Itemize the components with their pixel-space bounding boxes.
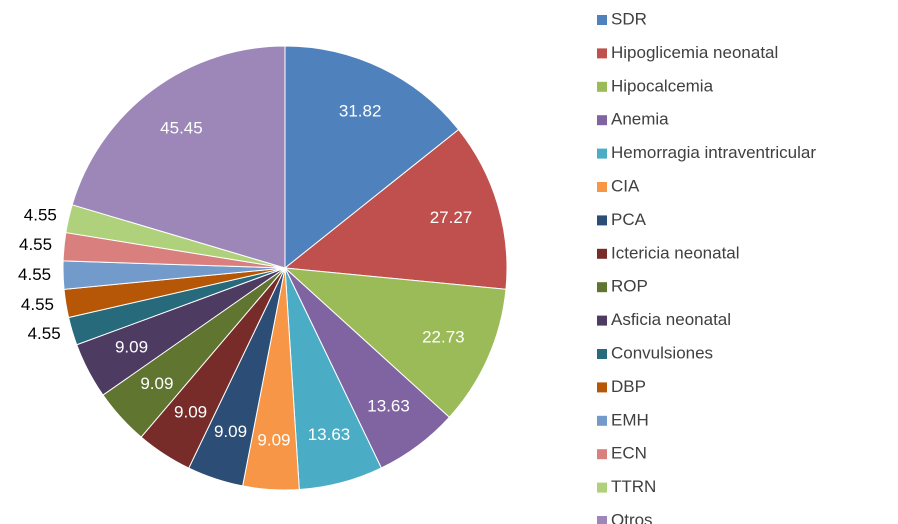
legend-swatch (597, 449, 607, 460)
legend-label: EMH (611, 410, 649, 429)
legend-swatch (597, 516, 607, 524)
legend-swatch (597, 349, 607, 359)
data-label: 9.09 (257, 430, 290, 449)
pie-slice (283, 267, 507, 418)
data-label: 45.45 (160, 119, 203, 138)
legend-label: ROP (611, 277, 648, 296)
legend-label: Hipocalcemia (611, 76, 714, 95)
data-label: 9.09 (115, 338, 148, 357)
legend-swatch (597, 415, 607, 426)
legend-swatch (597, 215, 607, 226)
legend-swatch (597, 282, 607, 293)
legend-label: DBP (611, 377, 646, 396)
data-label: 9.09 (214, 422, 247, 441)
data-label: 4.55 (28, 324, 61, 343)
legend-swatch (597, 81, 607, 92)
legend-label: Ictericia neonatal (611, 243, 740, 262)
data-label: 4.55 (18, 265, 51, 284)
data-label: 4.55 (24, 205, 57, 224)
legend-label: Otros (611, 510, 653, 524)
legend-label: Anemia (611, 110, 669, 129)
legend-label: ECN (611, 444, 647, 463)
legend-swatch (597, 148, 607, 159)
legend-swatch (597, 15, 607, 25)
data-label: 13.63 (308, 425, 351, 444)
legend-swatch (597, 48, 607, 59)
data-label: 31.82 (339, 101, 382, 120)
legend-label: Asficia neonatal (611, 310, 731, 329)
legend-swatch (597, 315, 607, 326)
pie-slice (283, 128, 508, 290)
data-label: 27.27 (430, 208, 473, 227)
legend-label: PCA (611, 210, 647, 229)
data-label: 22.73 (422, 328, 465, 347)
legend-label: SDR (611, 9, 647, 28)
data-label: 4.55 (21, 295, 54, 314)
pie-slice (71, 45, 286, 269)
legend-swatch (597, 482, 607, 493)
legend-swatch (597, 115, 607, 126)
legend-swatch (597, 182, 607, 192)
legend-swatch (597, 382, 607, 393)
legend-label: Hipoglicemia neonatal (611, 43, 778, 62)
legend-label: CIA (611, 176, 640, 195)
data-label: 9.09 (140, 374, 173, 393)
data-label: 9.09 (174, 403, 207, 422)
data-label: 13.63 (367, 396, 410, 415)
legend-label: TTRN (611, 477, 656, 496)
legend-label: Convulsiones (611, 343, 713, 362)
pie-slice (284, 45, 460, 270)
legend-swatch (597, 248, 607, 259)
data-label: 4.55 (19, 235, 52, 254)
legend-label: Hemorragia intraventricular (611, 143, 816, 162)
